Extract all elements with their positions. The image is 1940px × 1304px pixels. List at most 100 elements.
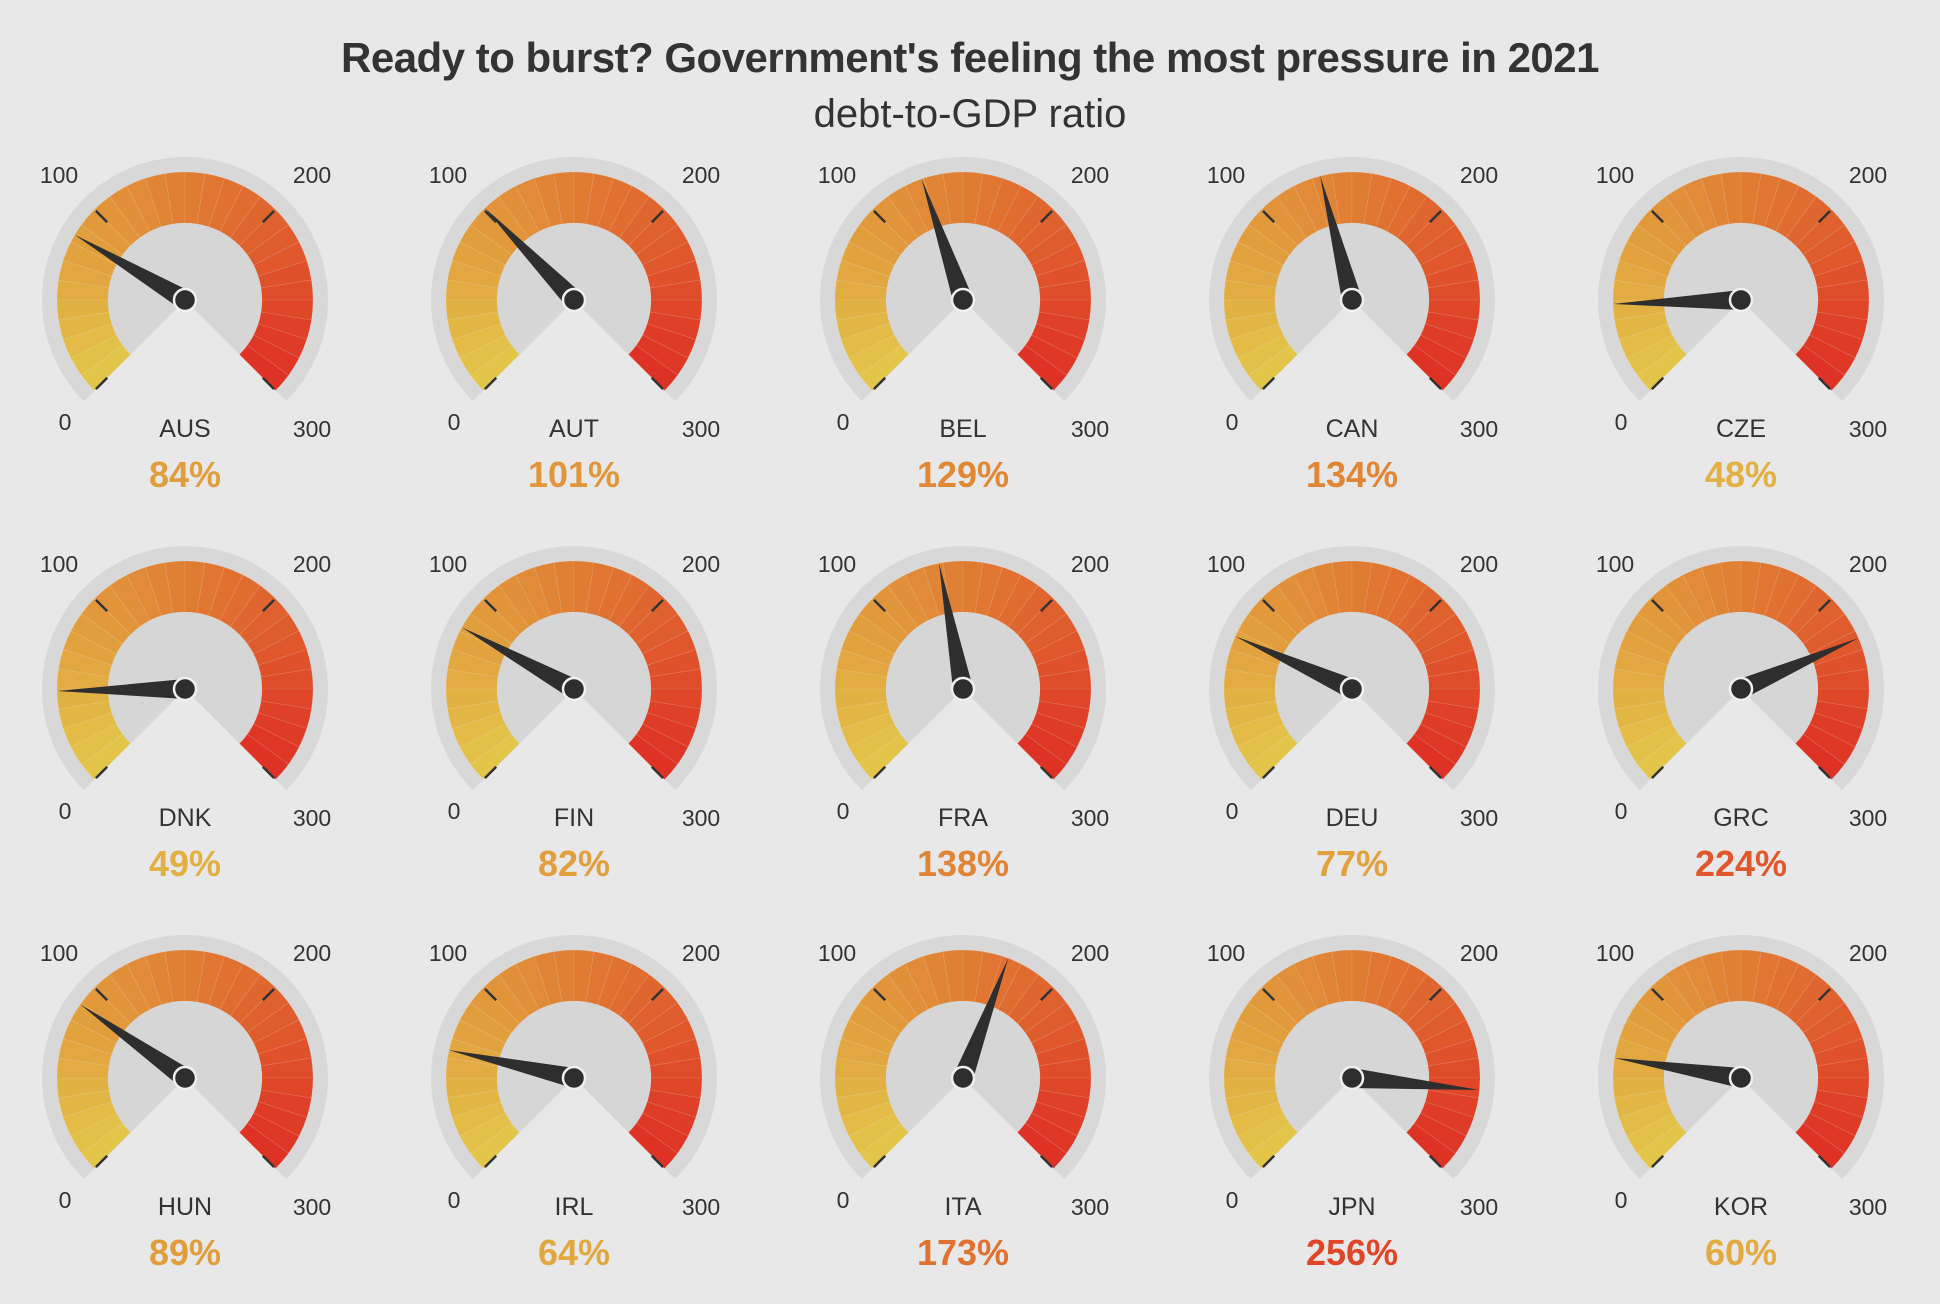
tick-label-300: 300 [682,416,720,442]
gauge-needle [74,234,191,309]
gauge-aut: 0 100 200 300 AUT 101% [429,157,720,495]
gauge-tick [1262,599,1276,613]
gauge-tick [873,599,887,613]
gauge-tick [1651,765,1665,779]
tick-label-300: 300 [293,416,331,442]
gauge-tick [1651,988,1665,1002]
tick-label-0: 0 [837,1187,850,1213]
gauge-irl: 0 100 200 300 IRL 64% [429,935,720,1273]
gauge-label: FIN [554,804,594,832]
gauge-tick [95,988,109,1002]
gauge-needle [449,1050,577,1088]
gauge-value: 138% [917,843,1009,884]
gauge-tick [1817,210,1831,224]
tick-label-0: 0 [448,798,461,824]
gauge-value: 101% [528,454,620,495]
gauge-needle-hub [561,1065,587,1091]
gauge-tick [873,210,887,224]
gauge-needle-hub [1339,287,1365,313]
gauge-needle-hub [1339,1065,1365,1091]
gauge-label: DNK [159,804,212,832]
gauge-label: AUT [549,415,599,443]
gauge-tick [1817,599,1831,613]
gauge-tick [650,1154,664,1168]
gauge-tick [650,376,664,390]
gauge-tick [1651,599,1665,613]
tick-label-100: 100 [429,162,467,188]
gauge-tick [1039,1154,1053,1168]
gauge-needle [1320,176,1362,303]
tick-label-300: 300 [1071,805,1109,831]
gauge-tick [261,376,275,390]
tick-label-0: 0 [448,1187,461,1213]
gauge-jpn: 0 100 200 300 JPN 256% [1207,935,1498,1273]
chart-title: Ready to burst? Government's feeling the… [341,34,1600,81]
tick-label-200: 200 [682,162,720,188]
gauge-tick [1039,765,1053,779]
gauge-tick [1039,210,1053,224]
tick-label-200: 200 [1071,551,1109,577]
tick-label-300: 300 [1460,416,1498,442]
gauge-tick [484,599,498,613]
gauge-value: 49% [149,843,221,884]
gauge-label: FRA [938,804,988,832]
gauge-tick [1651,210,1665,224]
gauge-needle-hub [561,287,587,313]
tick-label-0: 0 [837,798,850,824]
gauge-value: 89% [149,1232,221,1273]
gauge-needle-hub [1728,1065,1754,1091]
tick-label-0: 0 [1226,798,1239,824]
gauge-ita: 0 100 200 300 ITA 173% [818,935,1109,1273]
gauge-tick [1262,376,1276,390]
gauge-tick [650,765,664,779]
gauge-deu: 0 100 200 300 DEU 77% [1207,546,1498,884]
gauge-tick [484,1154,498,1168]
tick-label-300: 300 [682,1194,720,1220]
tick-label-0: 0 [59,409,72,435]
tick-label-300: 300 [1071,416,1109,442]
tick-label-0: 0 [1615,1187,1628,1213]
gauge-tick [1817,988,1831,1002]
tick-label-0: 0 [1615,409,1628,435]
gauge-value: 77% [1316,843,1388,884]
gauge-tick [873,1154,887,1168]
gauge-label: GRC [1713,804,1769,832]
tick-label-100: 100 [1596,940,1634,966]
gauge-needle [1351,1068,1480,1091]
tick-label-100: 100 [1596,551,1634,577]
tick-label-200: 200 [293,162,331,188]
tick-label-300: 300 [1460,805,1498,831]
gauge-aus: 0 100 200 300 AUS 84% [40,157,331,495]
gauge-tick [261,210,275,224]
tick-label-0: 0 [1615,798,1628,824]
gauge-label: CAN [1326,415,1379,443]
gauge-tick [650,210,664,224]
gauge-needle-hub [950,287,976,313]
tick-label-0: 0 [1226,1187,1239,1213]
tick-label-200: 200 [1460,162,1498,188]
gauge-bel: 0 100 200 300 BEL 129% [818,157,1109,495]
gauge-hun: 0 100 200 300 HUN 89% [40,935,331,1273]
tick-label-0: 0 [448,409,461,435]
gauge-tick [1039,988,1053,1002]
gauge-grc: 0 100 200 300 GRC 224% [1596,546,1887,884]
gauge-tick [1039,599,1053,613]
gauge-value: 173% [917,1232,1009,1273]
gauge-needle-hub [1339,676,1365,702]
gauge-needle [57,679,186,699]
tick-label-100: 100 [429,551,467,577]
gauge-tick [873,376,887,390]
tick-label-100: 100 [1207,162,1245,188]
gauge-tick [261,765,275,779]
gauge-tick [1817,1154,1831,1168]
gauge-needle [1235,636,1357,699]
gauge-kor: 0 100 200 300 KOR 60% [1596,935,1887,1273]
gauge-value: 82% [538,843,610,884]
gauge-tick [95,1154,109,1168]
tick-label-300: 300 [293,1194,331,1220]
gauge-tick [1262,765,1276,779]
gauge-needle [484,208,582,307]
gauge-tick [1428,765,1442,779]
tick-label-100: 100 [429,940,467,966]
